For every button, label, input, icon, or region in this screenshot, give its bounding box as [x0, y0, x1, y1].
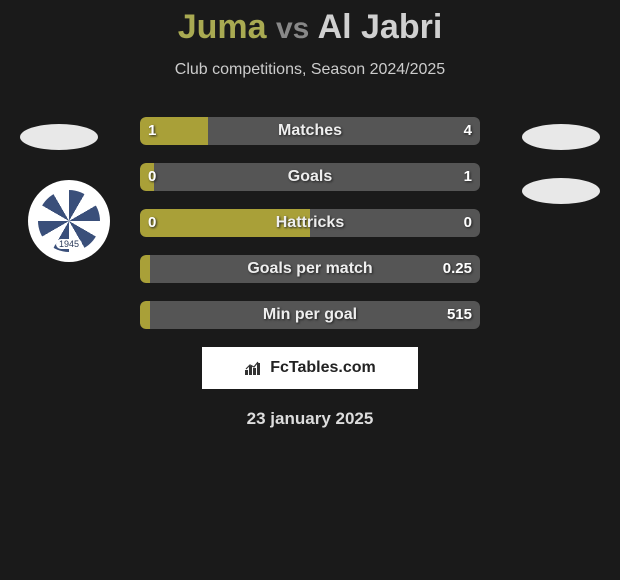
club-year: 1945 [56, 239, 82, 249]
player1-name: Juma [178, 8, 267, 46]
stat-label: Hattricks [140, 209, 480, 237]
player1-badge-placeholder [20, 124, 98, 150]
stat-value-player2: 4 [464, 117, 472, 145]
player2-badge-placeholder [522, 124, 600, 150]
stat-value-player2: 0.25 [443, 255, 472, 283]
stat-label: Matches [140, 117, 480, 145]
club-logo-pattern: 1945 [38, 190, 100, 252]
stat-value-player2: 515 [447, 301, 472, 329]
stat-value-player2: 1 [464, 163, 472, 191]
comparison-title: Juma vs Al Jabri [0, 0, 620, 47]
stat-row: 0Goals1 [140, 163, 480, 191]
branding-chart-icon [244, 360, 264, 376]
stat-label: Min per goal [140, 301, 480, 329]
vs-text: vs [276, 12, 309, 45]
stats-bars: 1Matches40Goals10Hattricks0Goals per mat… [140, 117, 480, 329]
stat-row: 0Hattricks0 [140, 209, 480, 237]
stat-row: Goals per match0.25 [140, 255, 480, 283]
club-logo: 1945 [28, 180, 110, 262]
player2-name: Al Jabri [318, 8, 443, 46]
branding-text: FcTables.com [270, 359, 376, 377]
subtitle: Club competitions, Season 2024/2025 [0, 61, 620, 79]
stat-row: 1Matches4 [140, 117, 480, 145]
branding-badge: FcTables.com [202, 347, 418, 389]
stat-label: Goals per match [140, 255, 480, 283]
stat-value-player2: 0 [464, 209, 472, 237]
stat-label: Goals [140, 163, 480, 191]
player2-badge-placeholder-2 [522, 178, 600, 204]
stat-row: Min per goal515 [140, 301, 480, 329]
snapshot-date: 23 january 2025 [0, 409, 620, 429]
